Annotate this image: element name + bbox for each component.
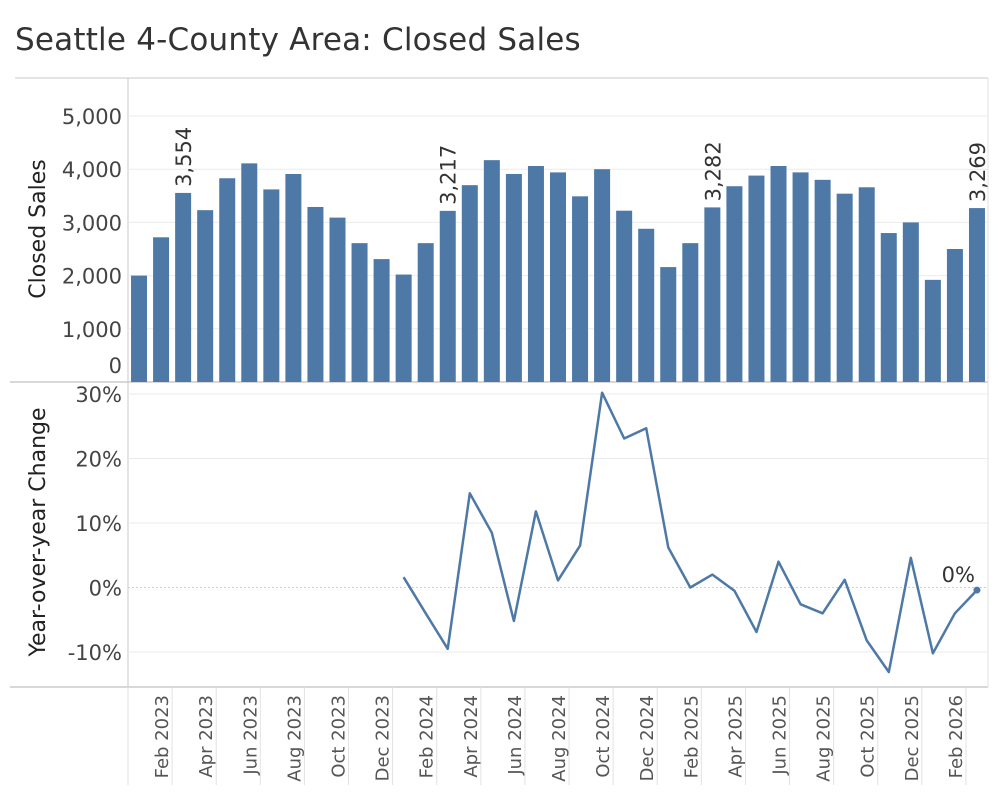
- bar: [263, 189, 280, 382]
- bar: [131, 275, 148, 382]
- bar: [770, 166, 787, 382]
- x-tick-label: Dec 2024: [637, 695, 658, 781]
- bar: [483, 160, 500, 382]
- x-tick-label: Feb 2023: [152, 695, 173, 778]
- bar: [527, 166, 544, 382]
- bar: [660, 267, 677, 382]
- bar: [594, 169, 611, 382]
- bar: [748, 175, 765, 382]
- x-tick-label: Jun 2024: [505, 695, 526, 776]
- x-tick-label: Aug 2023: [284, 695, 305, 782]
- x-tick-label: Feb 2026: [946, 695, 967, 778]
- bar: [858, 187, 875, 382]
- x-tick-label: Apr 2024: [461, 695, 482, 778]
- x-tick-label: Oct 2025: [858, 695, 879, 778]
- line-y-tick-label: 20%: [75, 448, 122, 472]
- bar: [924, 279, 941, 382]
- line-y-tick-label: 30%: [75, 383, 122, 407]
- bar-y-tick-label: 4,000: [62, 158, 122, 182]
- bar-y-tick-label: 2,000: [62, 265, 122, 289]
- bar: [373, 259, 390, 382]
- bar: [572, 196, 589, 382]
- bar-data-label: 3,282: [701, 141, 725, 201]
- bar: [550, 172, 566, 382]
- bar: [682, 243, 699, 382]
- bar: [726, 186, 743, 382]
- bar: [968, 208, 985, 382]
- x-tick-label: Aug 2025: [814, 695, 835, 782]
- bar-y-tick-label: 3,000: [62, 211, 122, 235]
- bar: [836, 193, 853, 382]
- yoy-end-label: 0%: [942, 563, 975, 587]
- bar: [616, 210, 633, 382]
- x-tick-label: Jun 2025: [770, 695, 791, 776]
- bar: [505, 173, 522, 382]
- bar: [638, 228, 655, 382]
- bar: [175, 192, 192, 382]
- bar-y-tick-label: 0: [109, 354, 122, 378]
- x-tick-label: Dec 2023: [373, 695, 394, 781]
- bar: [880, 233, 897, 382]
- bar: [219, 178, 236, 382]
- yoy-line: [402, 391, 978, 674]
- bar: [814, 179, 831, 382]
- x-tick-label: Apr 2023: [196, 695, 217, 778]
- yoy-end-point: [973, 586, 981, 594]
- x-tick-label: Feb 2025: [681, 695, 702, 778]
- bar: [351, 243, 368, 382]
- line-y-axis-label: Year-over-year Change: [26, 407, 51, 657]
- x-tick-label: Feb 2024: [417, 695, 438, 778]
- line-y-tick-label: 10%: [75, 512, 122, 536]
- x-tick-label: Jun 2023: [240, 695, 261, 776]
- x-tick-label: Dec 2025: [902, 695, 923, 781]
- bar-data-label: 3,217: [437, 145, 461, 205]
- bar-y-axis-label: Closed Sales: [26, 159, 51, 298]
- bar: [197, 210, 214, 382]
- line-y-tick-label: -10%: [68, 641, 122, 665]
- bar: [792, 172, 809, 382]
- bar: [395, 274, 412, 382]
- bar: [439, 210, 456, 382]
- chart-title: Seattle 4-County Area: Closed Sales: [15, 22, 581, 58]
- x-tick-label: Oct 2024: [593, 695, 614, 778]
- bar-data-label: 3,269: [966, 142, 990, 202]
- x-tick-label: Oct 2023: [328, 695, 349, 778]
- bar: [307, 206, 324, 382]
- bar: [946, 249, 963, 382]
- bar: [417, 243, 434, 382]
- bar: [902, 222, 919, 382]
- line-y-tick-label: 0%: [89, 577, 122, 601]
- bar: [704, 207, 721, 382]
- bar: [329, 217, 346, 382]
- bar-y-tick-label: 5,000: [62, 105, 122, 129]
- bar-y-tick-label: 1,000: [62, 318, 122, 342]
- bar: [153, 237, 170, 382]
- x-tick-label: Apr 2025: [725, 695, 746, 778]
- x-tick-label: Aug 2024: [549, 695, 570, 782]
- bar: [285, 173, 302, 382]
- bar: [461, 185, 478, 382]
- bar-data-label: 3,554: [172, 127, 196, 187]
- bar: [241, 163, 258, 382]
